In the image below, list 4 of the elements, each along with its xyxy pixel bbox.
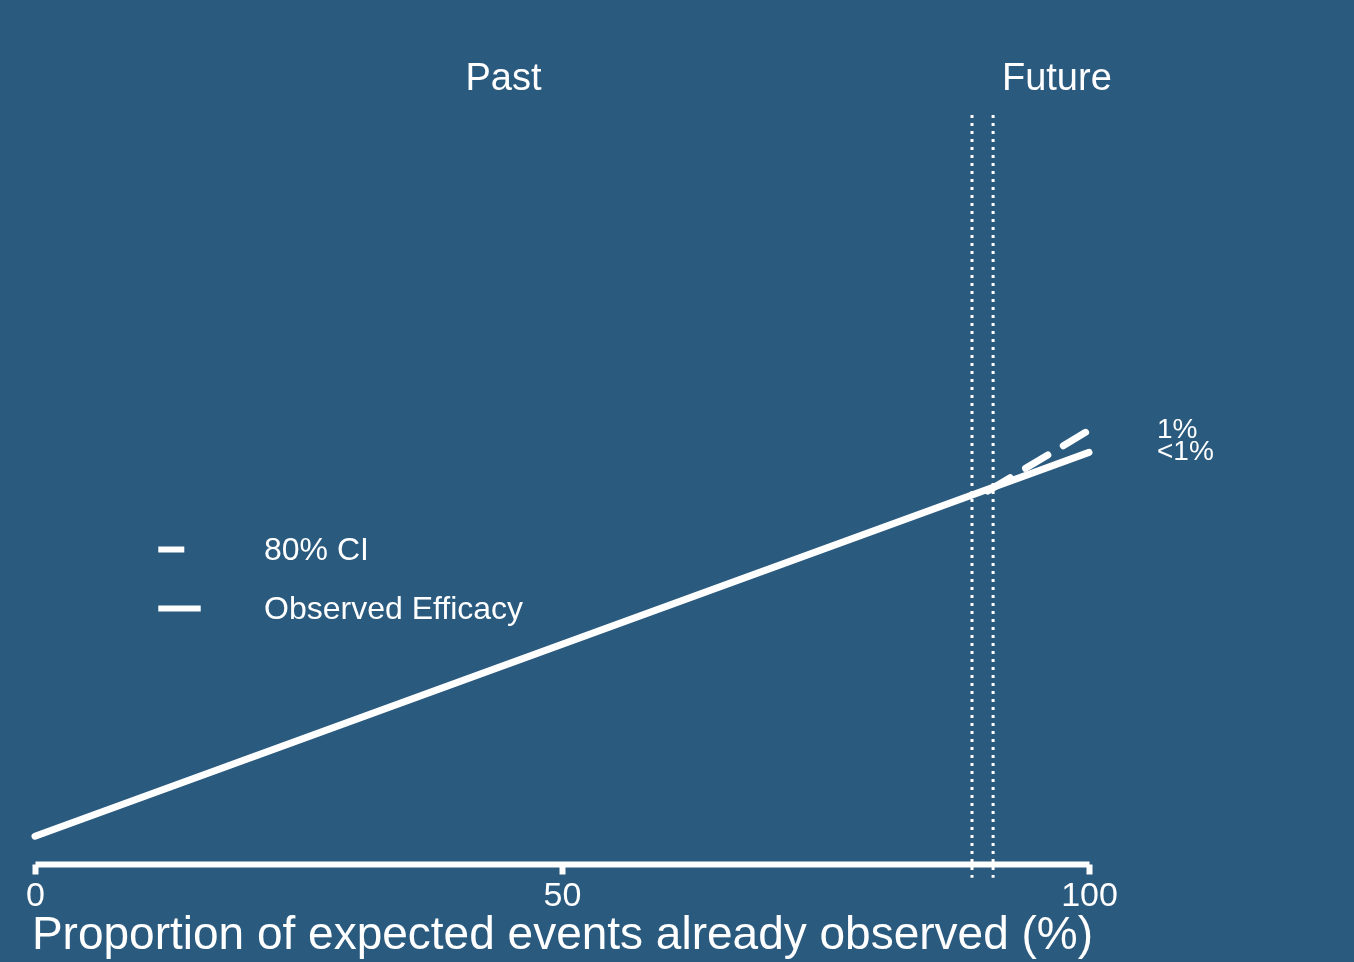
text: Past bbox=[465, 56, 542, 98]
text: Future bbox=[1001, 56, 1112, 98]
legend-label: Observed Efficacy bbox=[264, 589, 524, 626]
legend-label: 80% CI bbox=[264, 530, 369, 567]
